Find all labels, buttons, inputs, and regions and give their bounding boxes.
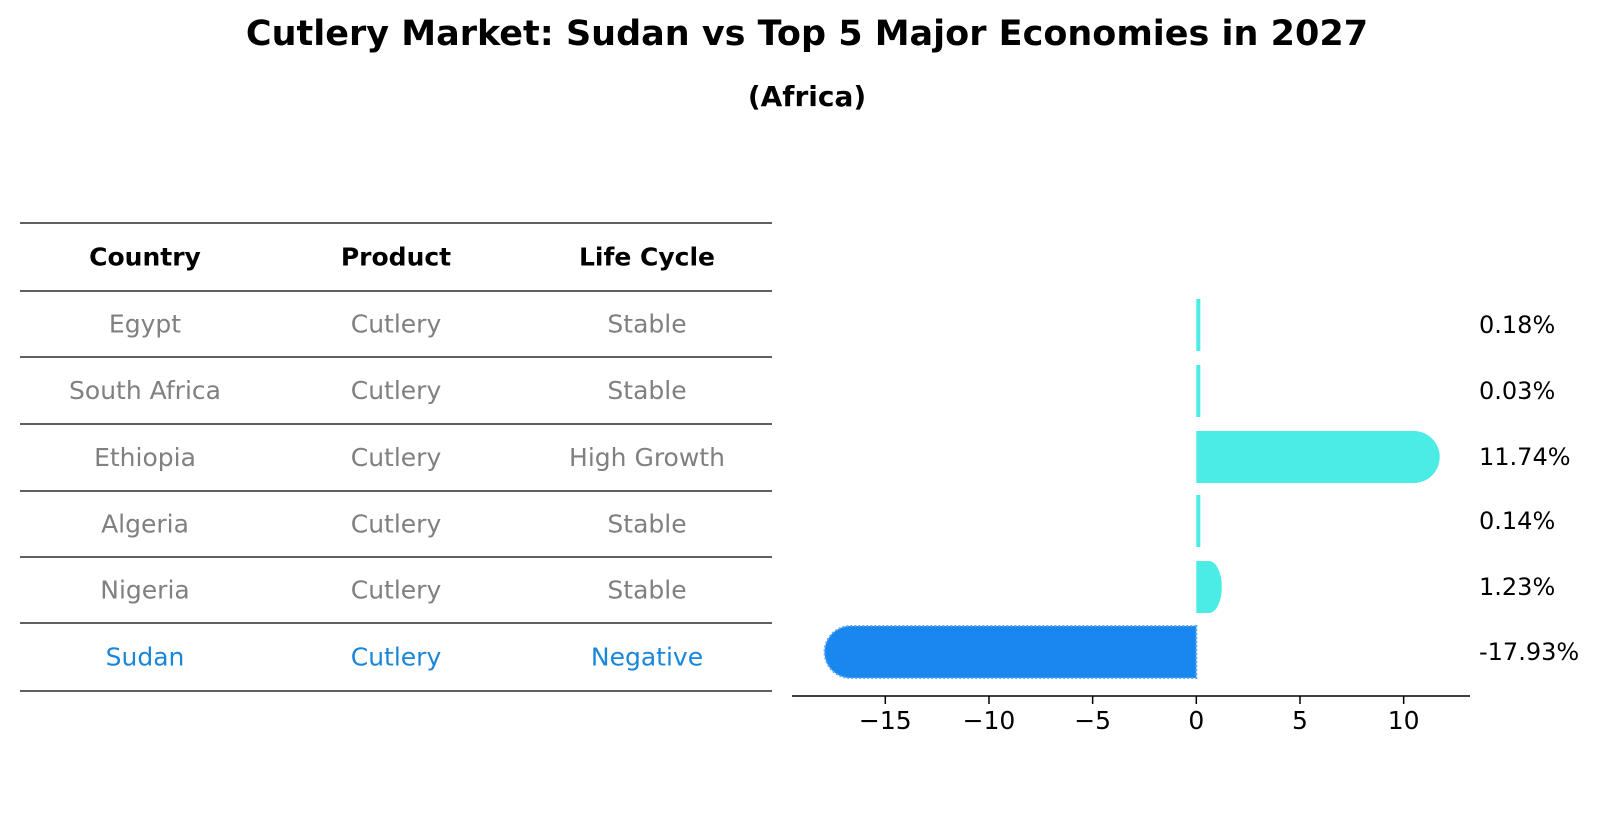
table-cell: High Growth <box>569 443 725 472</box>
table-cell: Cutlery <box>351 443 442 472</box>
bar-value-label: 0.18% <box>1479 311 1555 339</box>
bar-value-label: 0.03% <box>1479 377 1555 405</box>
table-cell: Stable <box>607 576 686 605</box>
bar-ethiopia <box>1196 431 1440 483</box>
table-header-cell: Country <box>89 243 201 272</box>
bar-value-label: -17.93% <box>1479 638 1579 666</box>
x-tick-label: 5 <box>1292 706 1308 735</box>
table-header-cell: Life Cycle <box>579 243 715 272</box>
table-cell: Cutlery <box>351 576 442 605</box>
table-cell: Stable <box>607 310 686 339</box>
table-cell: Cutlery <box>351 643 442 672</box>
bar-nigeria <box>1196 561 1222 613</box>
table-cell: Egypt <box>109 310 181 339</box>
data-table: Country Product Life Cycle Egypt Cutlery Stab… <box>20 222 772 692</box>
chart-title: Cutlery Market: Sudan vs Top 5 Major Eco… <box>245 14 1369 54</box>
table-cell: Algeria <box>101 510 189 539</box>
table-cell: Ethiopia <box>94 443 196 472</box>
table-cell: Negative <box>591 643 703 672</box>
bar-algeria <box>1196 495 1201 547</box>
x-tick-label: 10 <box>1388 706 1420 735</box>
table-cell: Cutlery <box>351 510 442 539</box>
bar-value-label: 0.14% <box>1479 507 1555 535</box>
table-cell: Cutlery <box>351 310 442 339</box>
table-cell: Nigeria <box>100 576 189 605</box>
x-tick-label: −5 <box>1074 706 1111 735</box>
x-tick-label: −10 <box>963 706 1016 735</box>
table-cell: South Africa <box>69 376 221 405</box>
bar-value-label: 1.23% <box>1479 573 1555 601</box>
table-header-cell: Product <box>341 243 451 272</box>
table-cell: Stable <box>607 510 686 539</box>
bar-value-label: 11.74% <box>1479 443 1571 471</box>
bar-sudan <box>823 625 1198 679</box>
table-cell: Sudan <box>106 643 185 672</box>
bar-south-africa <box>1196 365 1201 417</box>
x-tick-label: 0 <box>1188 706 1204 735</box>
chart-subtitle: (Africa) <box>747 80 867 113</box>
bar-chart: 0.18% 0.03% 11.74% 0.14% 1.23% -17.93% −15 −10 −… <box>792 299 1579 735</box>
bar-egypt <box>1196 299 1201 351</box>
table-cell: Stable <box>607 376 686 405</box>
x-tick-label: −15 <box>859 706 912 735</box>
table-cell: Cutlery <box>351 376 442 405</box>
